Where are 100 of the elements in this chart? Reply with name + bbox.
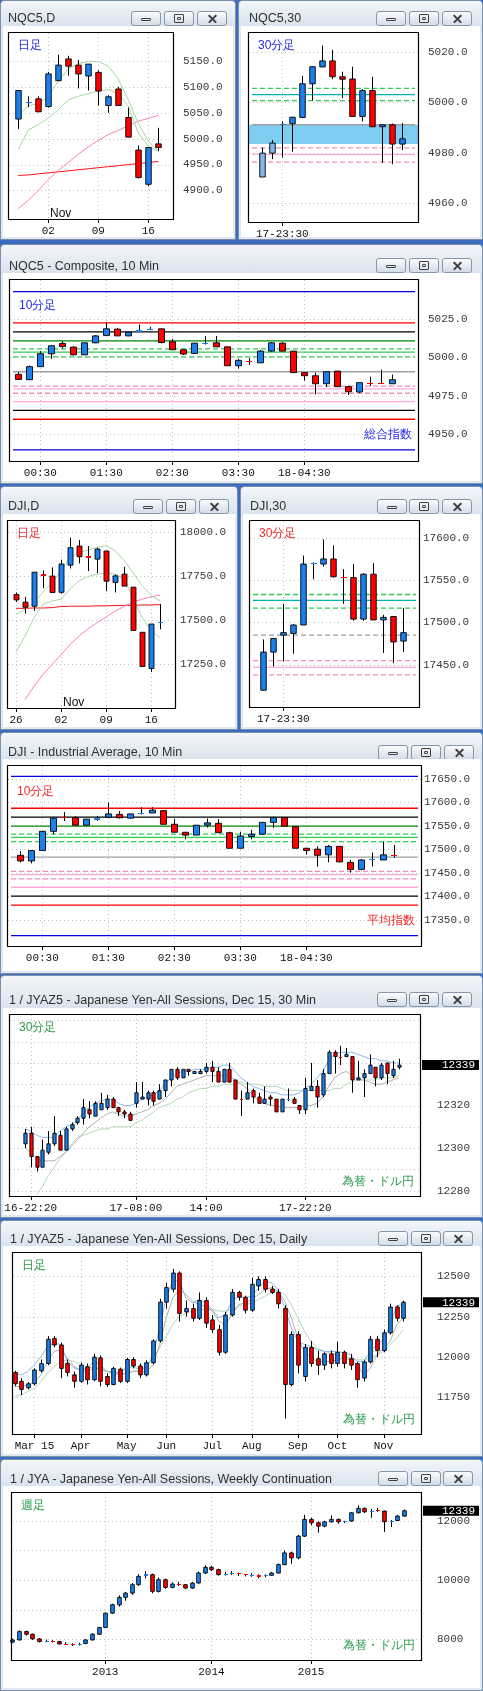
text: 30分足 [258,38,296,53]
y-tick-label: 5050.0 [183,106,223,119]
x-tick-label: 09 [99,713,113,726]
y-tick-label: 5025.0 [428,312,468,325]
x-tick-label: 01:30 [91,951,125,964]
x-tick-label: Mar 15 [14,1439,55,1452]
chart-title: NQC5 - Composite, 10 Min [9,258,160,274]
y-tick-label: 5000.0 [183,132,223,145]
y-tick-label: 17550.0 [424,819,471,832]
y-tick-label: 17450.0 [423,658,470,671]
chart-title: DJI,D [8,498,40,514]
candlestick [125,107,132,138]
y-tick-label: 4950.0 [428,428,468,441]
text: 日足 [22,1258,46,1273]
x-tick-label: 16 [144,713,158,726]
text: 30分足 [19,1020,57,1035]
x-tick-label: 03:30 [221,466,255,479]
x-tick-label: 09 [91,224,105,237]
y-tick-label: 4975.0 [428,389,468,402]
y-tick-label: 4960.0 [428,196,468,209]
y-tick-label: 17550.0 [423,574,470,587]
y-tick-label: 17600.0 [424,796,471,809]
candlestick [341,568,347,605]
x-tick-label: 2015 [297,1665,325,1678]
x-tick-label: Jun [156,1439,177,1452]
y-tick-label: 17500.0 [424,843,471,856]
x-tick-label: 18-04:30 [279,951,333,964]
candlestick [158,603,163,630]
y-tick-label: 5000.0 [428,96,468,109]
x-tick-label: 2013 [92,1665,119,1678]
candlestick [399,122,406,151]
text: 30分足 [259,526,297,541]
chart-title: DJI,30 [250,498,287,514]
x-tick-label: 2014 [198,1665,226,1678]
y-tick-label: 17450.0 [424,866,471,879]
chart-title: 1 / JYAZ5 - Japanese Yen-All Sessions, Dec 15, 30 Min [9,992,316,1008]
text: 12339 [441,1296,475,1309]
y-tick-label: 5020.0 [428,46,468,59]
candlestick [400,607,407,653]
candlestick [280,603,287,662]
x-tick-label: 00:30 [25,951,59,964]
y-tick-label: 12250 [437,1310,471,1323]
chart-title: NQC5,30 [249,10,302,26]
x-tick-label: 02:30 [155,466,189,479]
y-tick-label: 4900.0 [183,184,223,197]
candlestick [320,538,327,568]
y-tick-label: 17650.0 [424,772,471,785]
x-tick-label: 03:30 [223,951,257,964]
y-tick-label: 17600.0 [423,531,470,544]
y-tick-label: 11750 [437,1391,471,1404]
x-tick-label: Jul [202,1439,223,1452]
candlestick [339,1045,342,1066]
annotation: Nov [50,206,72,220]
y-tick-label: 17400.0 [424,890,471,903]
y-tick-label: 17750.0 [180,570,227,583]
x-tick-label: 02 [41,224,55,237]
x-tick-label: 18-04:30 [277,466,331,479]
annotation: Nov [63,695,85,709]
candlestick [155,127,162,152]
y-tick-label: 8000 [437,1633,464,1646]
chart-title: 1 / JYA - Japanese Yen-All Sessions, Weekly Continuation [10,1471,332,1487]
x-tick-label: 17-22:20 [278,1201,332,1214]
x-tick-label: 02 [54,713,68,726]
y-tick-label: 4980.0 [428,146,468,159]
x-tick-label: Sep [288,1439,308,1452]
y-tick-label: 17500.0 [180,614,227,627]
chart-title: NQC5,D [8,10,56,26]
annotation: 平均指数 [367,913,415,927]
y-tick-label: 12000 [437,1350,471,1363]
candlestick [339,71,346,99]
chart-title: 1 / JYAZ5 - Japanese Yen-All Sessions, Dec 15, Daily [10,1231,308,1247]
candlestick [240,1090,243,1117]
x-tick-label: 26 [9,713,23,726]
y-tick-label: 5000.0 [428,351,468,364]
y-tick-label: 17350.0 [424,913,471,926]
x-tick-label: 00:30 [23,466,57,479]
y-tick-label: 5100.0 [183,80,223,93]
candlestick [270,638,277,668]
annotation: 為替・ドル円 [343,1638,415,1652]
annotation: 為替・ドル円 [342,1174,414,1188]
text: 12339 [441,1059,475,1072]
text: 日足 [18,38,42,53]
x-tick-label: Apr [70,1439,91,1452]
candlestick [378,369,384,385]
candlestick [296,1330,301,1374]
x-tick-label: 16-22:20 [4,1201,58,1214]
y-tick-label: 12300 [437,1141,471,1154]
y-tick-label: 5150.0 [183,54,223,67]
candlestick [65,55,72,76]
y-tick-label: 17250.0 [180,658,227,671]
candlestick [389,122,396,165]
text: 週足 [21,1498,45,1513]
x-tick-label: 02:30 [157,951,191,964]
x-tick-label: 17-23:30 [255,227,309,240]
candlestick [287,1087,290,1102]
y-tick-label: 18000.0 [180,526,227,539]
candlestick [292,826,299,849]
y-tick-label: 4950.0 [183,158,223,171]
candlestick [391,844,397,859]
candlestick [115,86,122,107]
